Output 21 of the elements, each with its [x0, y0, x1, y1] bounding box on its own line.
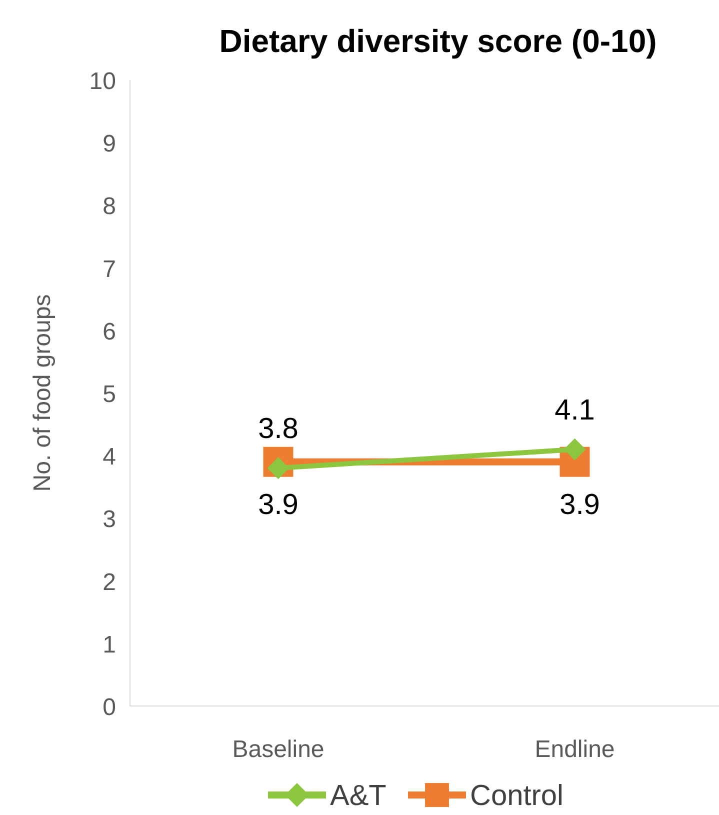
legend-label: Control — [470, 780, 564, 812]
y-tick-label: 10 — [89, 68, 116, 95]
y-tick-label: 9 — [102, 130, 116, 158]
y-tick-label: 5 — [102, 381, 116, 408]
y-axis-title: No. of food groups — [29, 294, 56, 492]
chart-title: Dietary diversity score (0-10) — [219, 23, 657, 59]
y-tick-label: 4 — [102, 444, 116, 471]
y-tick-label: 6 — [102, 318, 116, 346]
y-tick-label: 3 — [102, 506, 116, 534]
y-tick-label: 7 — [102, 256, 116, 283]
legend-label: A&T — [330, 780, 387, 812]
x-tick-label: Endline — [534, 736, 615, 763]
data-label: 3.8 — [258, 413, 298, 446]
y-tick-label: 8 — [102, 193, 116, 220]
y-tick-label: 0 — [102, 694, 116, 721]
y-tick-label: 1 — [102, 631, 116, 658]
x-tick-label: Baseline — [232, 736, 324, 763]
y-tick-label: 2 — [102, 568, 116, 596]
data-label: 3.9 — [258, 488, 298, 521]
data-label: 3.9 — [560, 488, 600, 521]
data-label: 4.1 — [554, 394, 595, 426]
